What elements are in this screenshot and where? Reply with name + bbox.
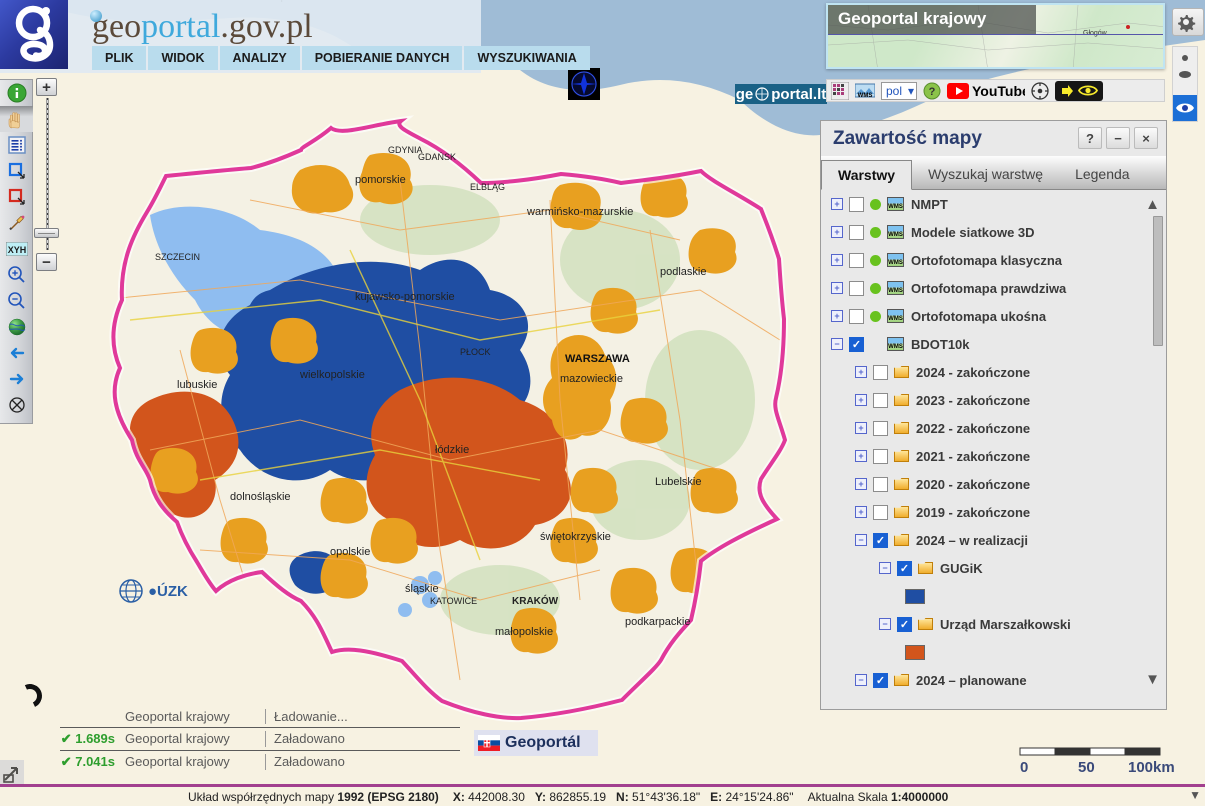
svg-text:podlaskie: podlaskie <box>660 266 706 278</box>
svg-text:XYH: XYH <box>7 245 26 255</box>
svg-text:100km: 100km <box>1128 759 1175 776</box>
svg-text:łódzkie: łódzkie <box>435 444 469 456</box>
svg-text:GDAŃSK: GDAŃSK <box>418 152 456 162</box>
svg-text:świętokrzyskie: świętokrzyskie <box>540 531 611 543</box>
svg-text:podkarpackie: podkarpackie <box>625 616 690 628</box>
svg-text:SZCZECIN: SZCZECIN <box>155 252 200 262</box>
svg-text:WARSZAWA: WARSZAWA <box>565 353 630 365</box>
svg-text:małopolskie: małopolskie <box>495 626 553 638</box>
svg-text:0: 0 <box>1020 759 1028 776</box>
svg-text:Lubelskie: Lubelskie <box>655 476 701 488</box>
svg-text:kujawsko-pomorskie: kujawsko-pomorskie <box>355 291 455 303</box>
svg-text:KRAKÓW: KRAKÓW <box>512 594 559 607</box>
svg-text:warmińsko-mazurskie: warmińsko-mazurskie <box>526 206 633 218</box>
svg-text:lubuskie: lubuskie <box>177 379 217 391</box>
svg-text:wielkopolskie: wielkopolskie <box>299 369 365 381</box>
svg-text:opolskie: opolskie <box>330 546 370 558</box>
svg-text:PŁOCK: PŁOCK <box>460 347 491 357</box>
svg-text:ELBLĄG: ELBLĄG <box>470 182 505 192</box>
svg-text:KATOWICE: KATOWICE <box>430 596 477 606</box>
svg-text:mazowieckie: mazowieckie <box>560 373 623 385</box>
svg-text:pomorskie: pomorskie <box>355 174 406 186</box>
svg-text:śląskie: śląskie <box>405 583 439 595</box>
svg-text:dolnośląskie: dolnośląskie <box>230 491 291 503</box>
svg-text:WMS: WMS <box>858 93 873 99</box>
svg-text:50: 50 <box>1078 759 1095 776</box>
svg-text:?: ? <box>929 86 936 98</box>
svg-text:YouTube: YouTube <box>972 83 1025 99</box>
